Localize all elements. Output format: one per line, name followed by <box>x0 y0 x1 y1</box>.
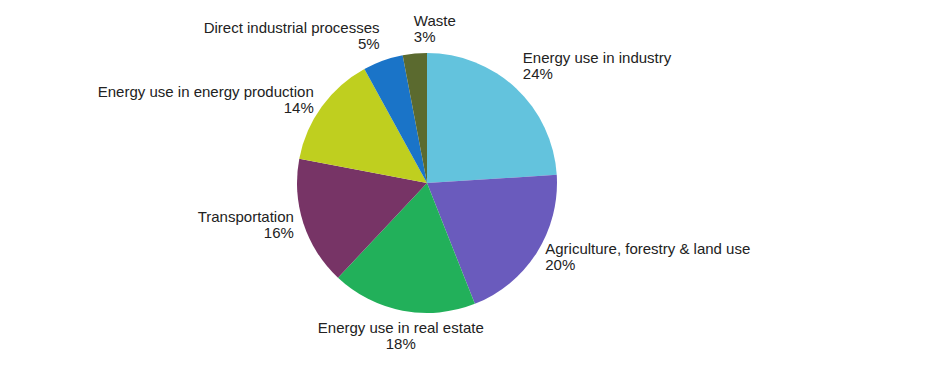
slice-label: Energy use in industry <box>523 49 672 66</box>
slice-value-label: 20% <box>545 256 575 273</box>
pie-slice <box>403 53 427 183</box>
slice-label: Agriculture, forestry & land use <box>545 240 750 257</box>
slice-value-label: 14% <box>284 99 314 116</box>
slice-value-label: 3% <box>414 28 436 45</box>
slice-label: Transportation <box>198 208 294 225</box>
slice-value-label: 16% <box>264 224 294 241</box>
chart: Energy use in industry24% Agriculture, fo… <box>0 0 930 370</box>
slice-label: Direct industrial processes <box>204 19 380 36</box>
pie <box>297 53 557 313</box>
slice-label: Waste <box>414 12 456 29</box>
slice-value-label: 5% <box>358 35 380 52</box>
slice-value-label: 24% <box>523 65 553 82</box>
slice-label: Energy use in energy production <box>98 83 314 100</box>
slice-value-label: 18% <box>386 335 416 352</box>
pie-slice <box>427 53 557 183</box>
slice-label: Energy use in real estate <box>318 319 484 336</box>
labels: Energy use in industry24% Agriculture, fo… <box>98 12 751 352</box>
